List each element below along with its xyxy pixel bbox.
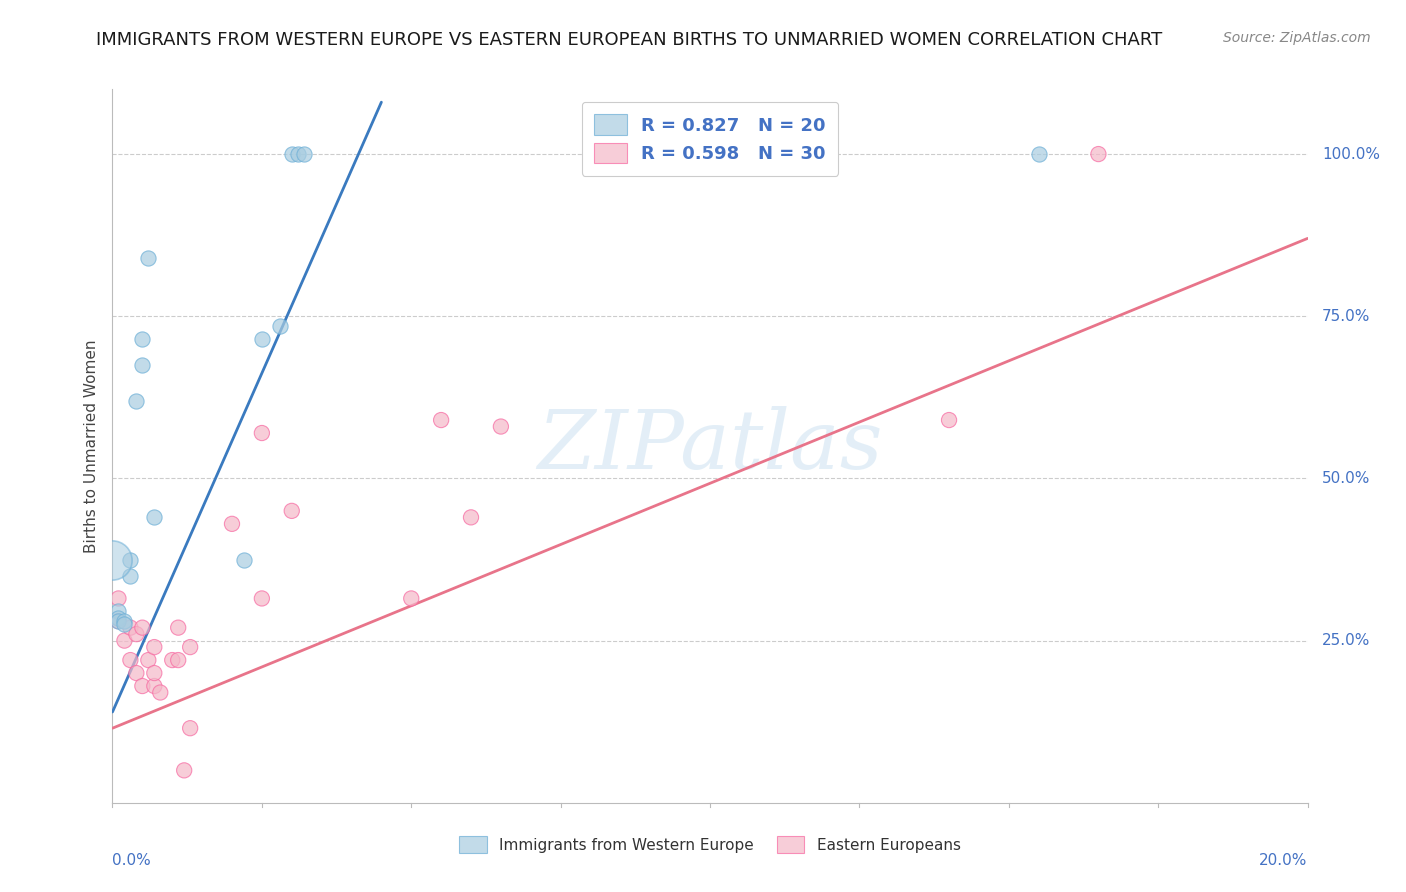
Point bbox=[143, 679, 166, 693]
Legend: Immigrants from Western Europe, Eastern Europeans: Immigrants from Western Europe, Eastern … bbox=[453, 830, 967, 859]
Point bbox=[281, 147, 304, 161]
Point bbox=[1087, 147, 1109, 161]
Point bbox=[120, 653, 142, 667]
Point bbox=[114, 617, 135, 632]
Point bbox=[179, 640, 201, 654]
Point bbox=[131, 358, 153, 372]
Point bbox=[430, 413, 453, 427]
Point bbox=[101, 552, 124, 566]
Point bbox=[114, 614, 135, 628]
Point bbox=[107, 591, 129, 606]
Text: IMMIGRANTS FROM WESTERN EUROPE VS EASTERN EUROPEAN BIRTHS TO UNMARRIED WOMEN COR: IMMIGRANTS FROM WESTERN EUROPE VS EASTER… bbox=[96, 31, 1161, 49]
Point bbox=[250, 425, 273, 440]
Y-axis label: Births to Unmarried Women: Births to Unmarried Women bbox=[83, 339, 98, 553]
Text: ZIPatlas: ZIPatlas bbox=[537, 406, 883, 486]
Point bbox=[114, 633, 135, 648]
Point bbox=[489, 419, 512, 434]
Point bbox=[131, 332, 153, 346]
Point bbox=[125, 393, 148, 408]
Point bbox=[107, 604, 129, 618]
Text: Source: ZipAtlas.com: Source: ZipAtlas.com bbox=[1223, 31, 1371, 45]
Point bbox=[143, 510, 166, 524]
Text: 50.0%: 50.0% bbox=[1322, 471, 1371, 486]
Point bbox=[107, 614, 129, 628]
Text: 0.0%: 0.0% bbox=[112, 853, 152, 868]
Point bbox=[221, 516, 243, 531]
Text: 20.0%: 20.0% bbox=[1260, 853, 1308, 868]
Point bbox=[120, 552, 142, 566]
Point bbox=[292, 147, 315, 161]
Point bbox=[143, 666, 166, 681]
Point bbox=[125, 627, 148, 641]
Point bbox=[125, 666, 148, 681]
Point bbox=[401, 591, 423, 606]
Point bbox=[107, 611, 129, 625]
Point bbox=[167, 621, 190, 635]
Point bbox=[120, 568, 142, 582]
Text: 100.0%: 100.0% bbox=[1322, 146, 1379, 161]
Point bbox=[269, 318, 291, 333]
Point bbox=[131, 679, 153, 693]
Point bbox=[138, 251, 160, 265]
Point bbox=[167, 653, 190, 667]
Point bbox=[138, 653, 160, 667]
Point bbox=[460, 510, 482, 524]
Point bbox=[120, 621, 142, 635]
Point bbox=[938, 413, 960, 427]
Point bbox=[131, 621, 153, 635]
Point bbox=[250, 591, 273, 606]
Point bbox=[233, 552, 256, 566]
Text: 75.0%: 75.0% bbox=[1322, 309, 1371, 324]
Point bbox=[1028, 147, 1050, 161]
Point bbox=[179, 721, 201, 735]
Text: 25.0%: 25.0% bbox=[1322, 633, 1371, 648]
Point bbox=[107, 614, 129, 628]
Point bbox=[162, 653, 183, 667]
Point bbox=[149, 685, 172, 699]
Point bbox=[143, 640, 166, 654]
Point bbox=[287, 147, 309, 161]
Point bbox=[250, 332, 273, 346]
Point bbox=[281, 504, 304, 518]
Point bbox=[173, 764, 195, 778]
